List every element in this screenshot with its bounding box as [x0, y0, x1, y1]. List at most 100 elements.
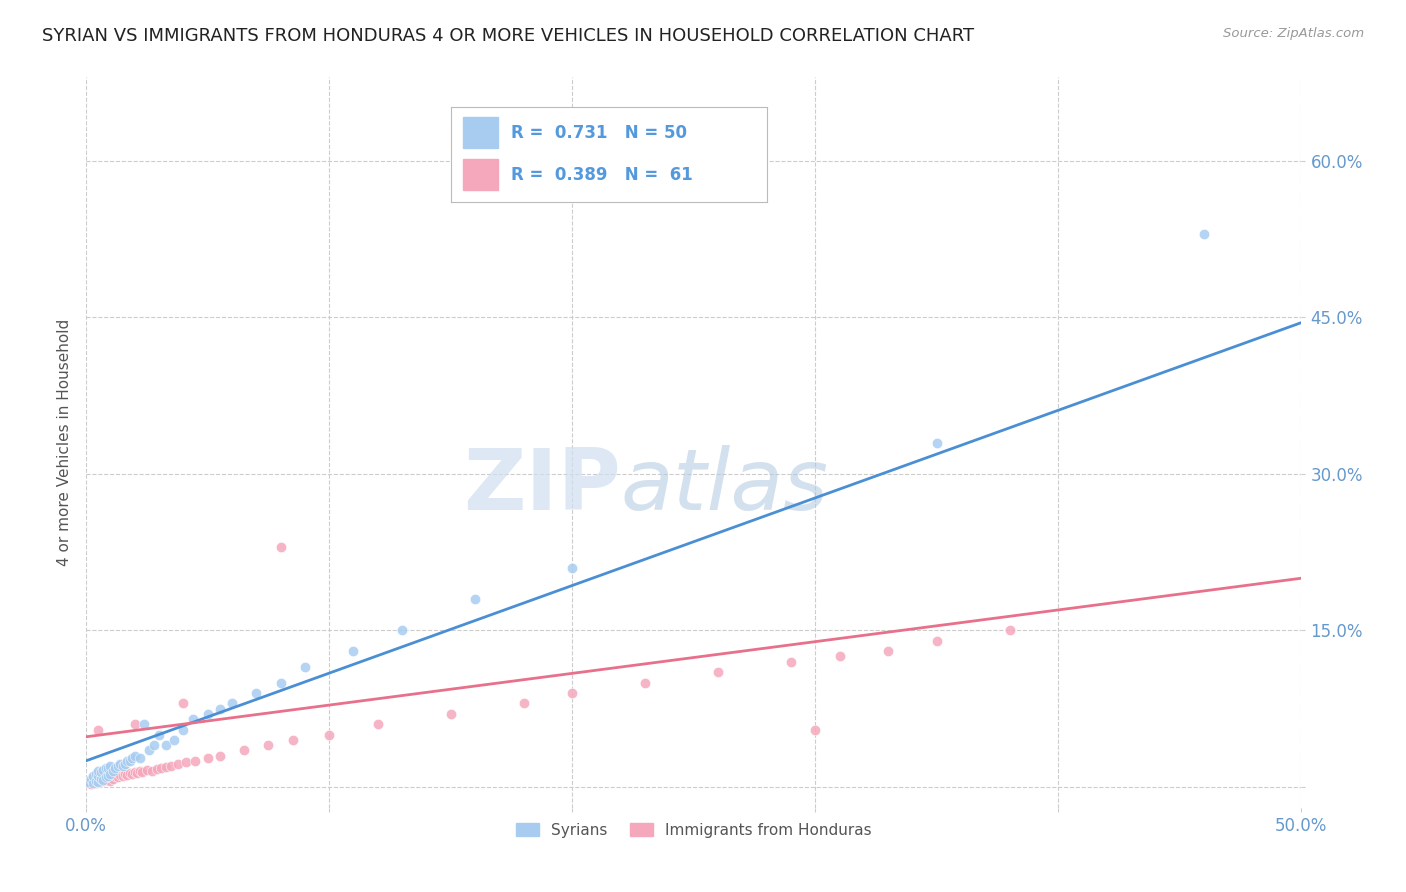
Point [270, 540, 292, 554]
Point [804, 723, 827, 737]
Point [145, 762, 167, 776]
Point [117, 768, 139, 782]
Point [464, 592, 486, 607]
Point [84, 775, 107, 789]
Point [118, 754, 141, 768]
Point [121, 750, 143, 764]
Point [107, 759, 129, 773]
Point [80, 777, 103, 791]
Point [184, 754, 207, 768]
Point [80, 772, 103, 786]
Text: Source: ZipAtlas.com: Source: ZipAtlas.com [1223, 27, 1364, 40]
Point [87, 774, 110, 789]
Point [181, 712, 204, 726]
Text: ZIP: ZIP [463, 445, 621, 528]
Point [707, 665, 730, 679]
Point [108, 768, 131, 782]
Point [94, 761, 117, 775]
Point [104, 769, 127, 783]
Point [208, 701, 231, 715]
Point [124, 765, 146, 780]
Point [82, 769, 104, 783]
Point [294, 660, 316, 674]
Point [101, 772, 124, 786]
Point [172, 697, 194, 711]
Point [561, 561, 583, 575]
Point [82, 771, 104, 785]
Point [634, 675, 657, 690]
Point [91, 763, 114, 777]
Point [828, 649, 851, 664]
Point [148, 728, 170, 742]
Point [127, 766, 149, 780]
Point [87, 774, 110, 789]
Point [141, 764, 163, 779]
Point [100, 767, 122, 781]
Point [101, 764, 124, 779]
Point [121, 767, 143, 781]
Point [84, 767, 107, 781]
Point [90, 772, 112, 786]
Point [82, 774, 104, 789]
Point [270, 675, 292, 690]
Point [90, 767, 112, 781]
Point [925, 633, 948, 648]
Point [91, 773, 114, 788]
Point [97, 769, 120, 783]
Point [135, 763, 157, 777]
Point [440, 706, 463, 721]
Legend: Syrians, Immigrants from Honduras: Syrians, Immigrants from Honduras [509, 817, 877, 844]
Point [91, 772, 114, 787]
Point [172, 723, 194, 737]
Point [318, 728, 340, 742]
Point [233, 743, 256, 757]
Point [160, 759, 183, 773]
Point [1192, 227, 1215, 241]
Point [877, 644, 900, 658]
Point [94, 771, 117, 785]
Point [100, 765, 122, 780]
Point [174, 755, 197, 769]
Point [90, 765, 112, 780]
Point [111, 759, 134, 773]
Point [87, 764, 110, 779]
Point [117, 754, 139, 768]
Point [780, 655, 803, 669]
Point [128, 750, 150, 764]
Point [114, 756, 136, 771]
Point [512, 697, 534, 711]
Point [197, 706, 219, 721]
Point [367, 717, 389, 731]
Point [90, 773, 112, 788]
Point [80, 772, 103, 787]
Point [77, 775, 100, 789]
Point [97, 772, 120, 786]
Point [94, 772, 117, 787]
Point [82, 775, 104, 789]
Point [87, 723, 110, 737]
Point [998, 624, 1021, 638]
Y-axis label: 4 or more Vehicles in Household: 4 or more Vehicles in Household [58, 319, 72, 566]
Point [87, 769, 110, 783]
Point [104, 761, 127, 775]
Point [162, 733, 184, 747]
Point [97, 761, 120, 775]
Point [100, 773, 122, 788]
Point [118, 766, 141, 780]
Point [391, 624, 413, 638]
Point [208, 748, 231, 763]
Point [87, 769, 110, 783]
Text: SYRIAN VS IMMIGRANTS FROM HONDURAS 4 OR MORE VEHICLES IN HOUSEHOLD CORRELATION C: SYRIAN VS IMMIGRANTS FROM HONDURAS 4 OR … [42, 27, 974, 45]
Point [150, 761, 173, 775]
Point [197, 750, 219, 764]
Point [94, 766, 117, 780]
Point [77, 774, 100, 789]
Point [100, 759, 122, 773]
Point [84, 773, 107, 788]
Point [124, 717, 146, 731]
Point [155, 760, 177, 774]
Text: atlas: atlas [621, 445, 828, 528]
Point [128, 764, 150, 779]
Point [167, 756, 190, 771]
Point [155, 738, 177, 752]
